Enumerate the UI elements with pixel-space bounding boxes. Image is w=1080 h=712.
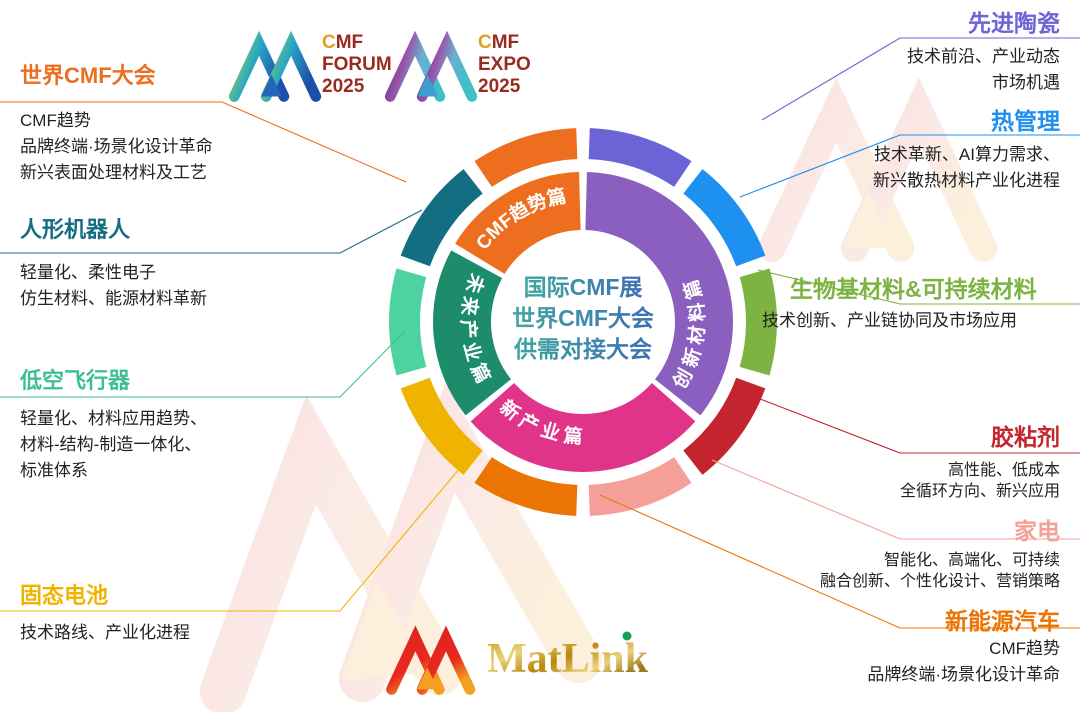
svg-text:世界CMF大会: 世界CMF大会 bbox=[512, 305, 654, 331]
svg-text:2025: 2025 bbox=[478, 76, 521, 97]
svg-text:国际CMF展: 国际CMF展 bbox=[524, 274, 643, 300]
svg-text:EXPO: EXPO bbox=[478, 54, 531, 75]
svg-text:CMF: CMF bbox=[478, 32, 519, 53]
svg-text:MatLink: MatLink bbox=[487, 636, 649, 682]
svg-text:CMF: CMF bbox=[322, 32, 363, 53]
svg-text:供需对接大会: 供需对接大会 bbox=[513, 336, 652, 362]
